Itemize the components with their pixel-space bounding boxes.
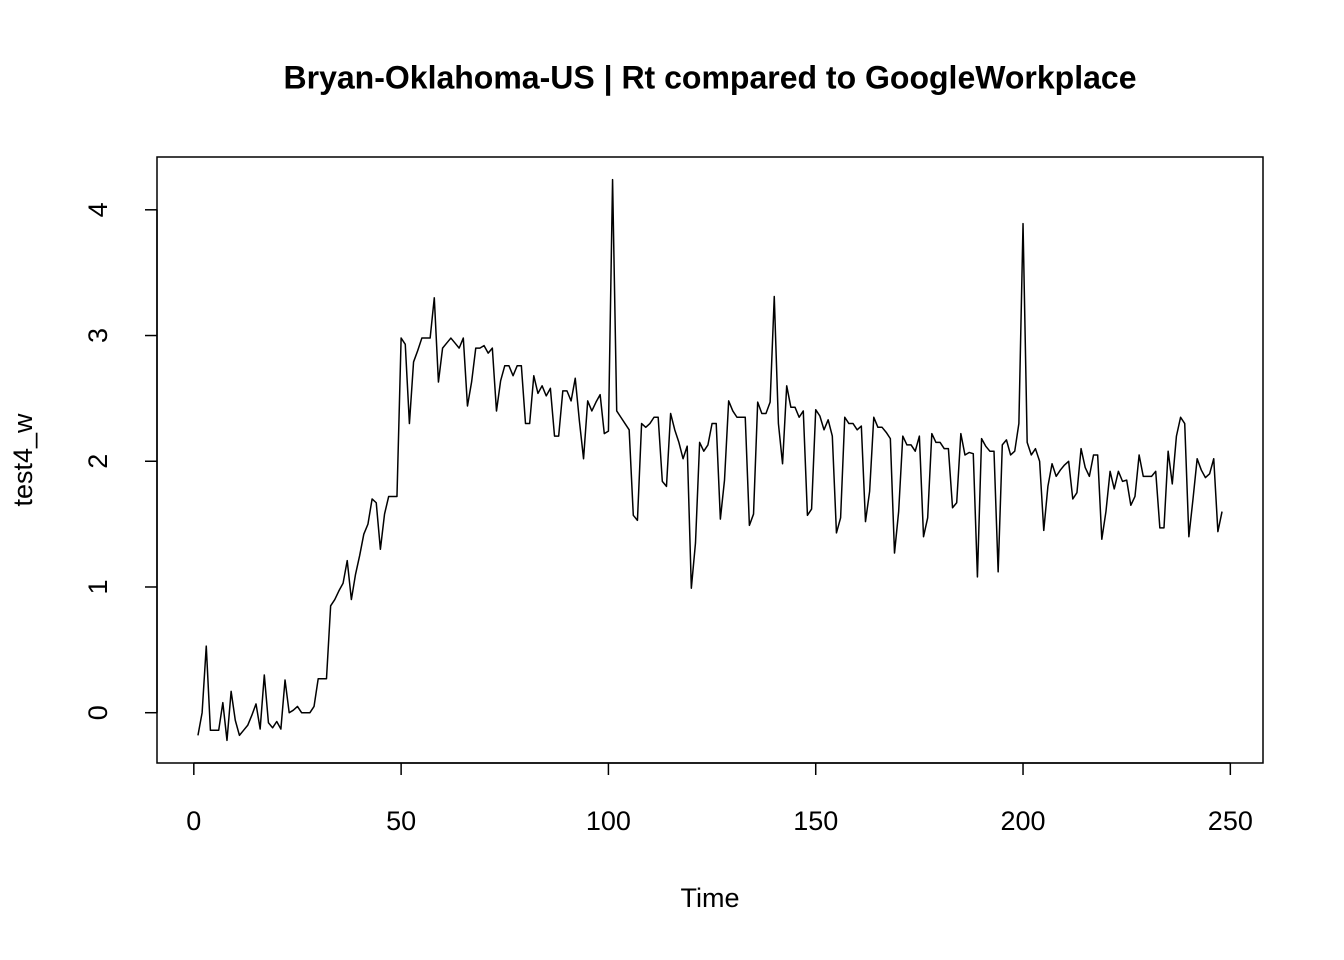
y-tick-label: 4: [83, 202, 113, 217]
y-axis-label: test4_w: [8, 413, 38, 507]
y-tick-label: 3: [83, 328, 113, 343]
x-axis-label: Time: [681, 883, 740, 913]
chart-title: Bryan-Oklahoma-US | Rt compared to Googl…: [284, 59, 1137, 95]
y-tick-label: 2: [83, 454, 113, 469]
y-tick-label: 1: [83, 579, 113, 594]
x-tick-label: 200: [1000, 806, 1045, 836]
x-tick-label: 0: [186, 806, 201, 836]
x-tick-label: 100: [586, 806, 631, 836]
data-line: [197, 178, 1223, 742]
x-tick-label: 150: [793, 806, 838, 836]
y-tick-label: 0: [83, 705, 113, 720]
x-tick-label: 250: [1208, 806, 1253, 836]
x-tick-label: 50: [386, 806, 416, 836]
